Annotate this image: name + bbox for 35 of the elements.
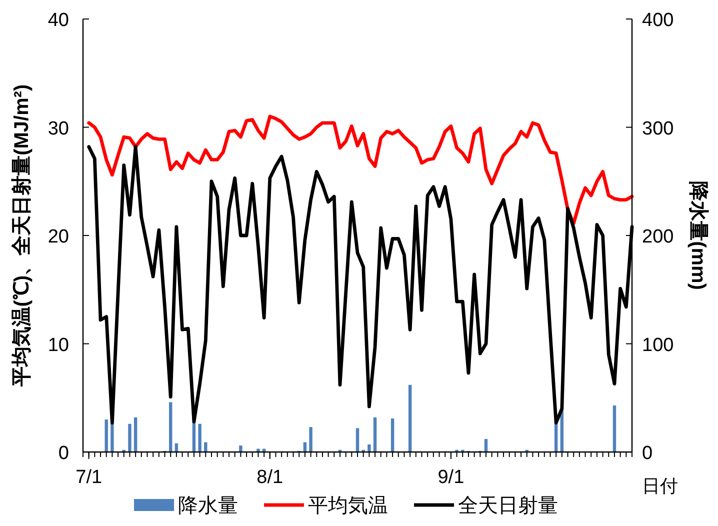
bar (239, 446, 242, 452)
y-tick-label: 0 (58, 443, 69, 464)
bar (390, 418, 394, 452)
y-tick-label: 20 (48, 226, 69, 248)
bar (408, 384, 412, 452)
x-axis-title: 日付 (642, 476, 678, 496)
y2-tick-label: 300 (642, 118, 674, 140)
y2-axis-title: 降水量(mm) (687, 181, 709, 290)
x-tick-label: 7/1 (76, 467, 102, 488)
bar (484, 439, 488, 452)
legend-label: 平均気温 (308, 495, 388, 517)
bar (356, 428, 360, 452)
y-axis-title: 平均気温(℃)、全天日射量(MJ/m²) (11, 84, 33, 388)
y2-tick-label: 100 (642, 334, 674, 356)
bar (198, 424, 202, 452)
bar (309, 427, 312, 452)
x-tick-label: 8/1 (256, 467, 284, 488)
bar (169, 402, 172, 452)
bar (104, 420, 108, 452)
legend-label: 全天日射量 (458, 495, 558, 517)
y-tick-label: 10 (48, 334, 69, 356)
y2-tick-label: 200 (642, 226, 674, 248)
bar (128, 424, 132, 452)
bar (204, 442, 208, 452)
x-tick-label: 9/1 (438, 467, 464, 488)
bar (368, 444, 371, 452)
y2-tick-label: 400 (642, 10, 674, 31)
y-tick-label: 30 (48, 118, 69, 140)
legend-label: 降水量 (178, 495, 238, 517)
bar (110, 422, 114, 452)
y2-tick-label: 0 (642, 443, 653, 464)
bar (134, 417, 138, 452)
bar (373, 417, 377, 452)
bar (612, 405, 616, 452)
y-tick-label: 40 (48, 10, 69, 31)
